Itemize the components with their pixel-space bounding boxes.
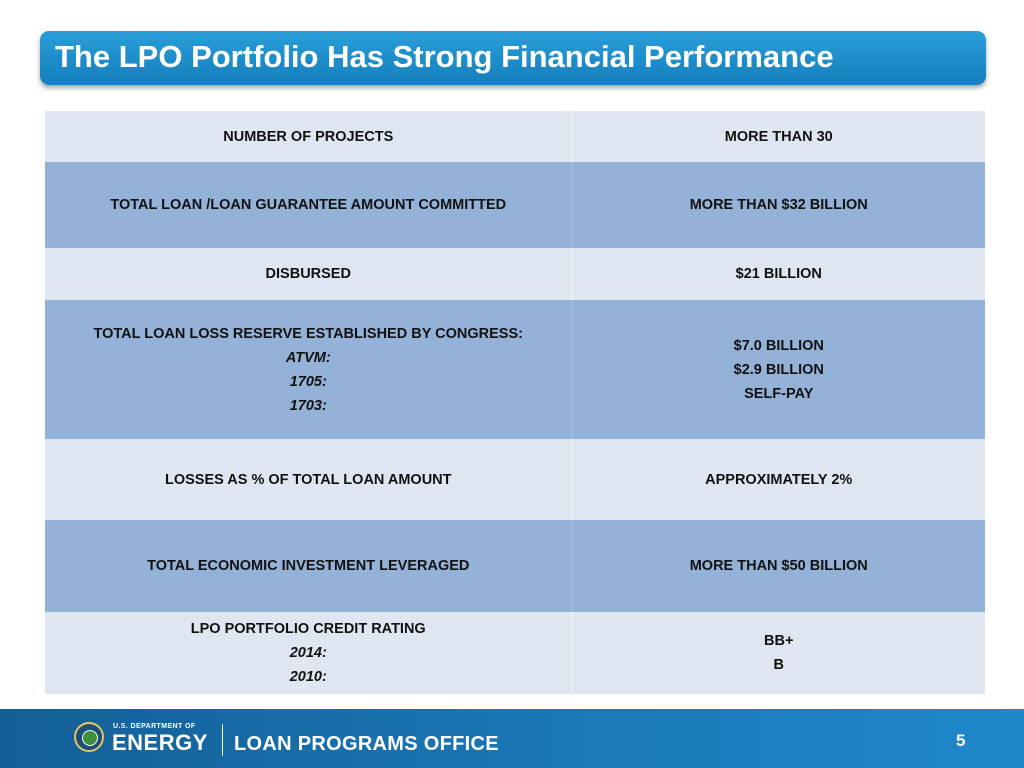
seal-emblem-icon	[82, 730, 98, 746]
row-value: B	[773, 657, 784, 673]
row-label: TOTAL LOAN LOSS RESERVE ESTABLISHED BY C…	[93, 325, 523, 342]
row-label: TOTAL LOAN /LOAN GUARANTEE AMOUNT COMMIT…	[45, 162, 573, 248]
row-value: BB+	[764, 633, 794, 649]
table-row: LPO PORTFOLIO CREDIT RATING 2014: 2010: …	[45, 612, 985, 694]
table-row: LOSSES AS % OF TOTAL LOAN AMOUNT APPROXI…	[45, 439, 985, 520]
row-value: MORE THAN $32 BILLION	[572, 162, 985, 248]
dept-name-small: U.S. DEPARTMENT OF	[113, 723, 196, 730]
row-value: $2.9 BILLION	[733, 361, 824, 378]
row-label-group: TOTAL LOAN LOSS RESERVE ESTABLISHED BY C…	[45, 300, 573, 439]
office-name: LOAN PROGRAMS OFFICE	[234, 733, 499, 755]
table-row: DISBURSED $21 BILLION	[45, 248, 985, 300]
row-label: DISBURSED	[45, 248, 573, 300]
row-value: MORE THAN $50 BILLION	[572, 520, 985, 612]
table-row: TOTAL LOAN /LOAN GUARANTEE AMOUNT COMMIT…	[45, 162, 985, 248]
page-number: 5	[956, 731, 966, 750]
footer-divider	[222, 724, 223, 756]
slide-title: The LPO Portfolio Has Strong Financial P…	[55, 39, 834, 74]
row-sublabel: 2010:	[289, 669, 327, 685]
row-value-group: $7.0 BILLION $2.9 BILLION SELF-PAY	[572, 300, 985, 439]
portfolio-table: NUMBER OF PROJECTS MORE THAN 30 TOTAL LO…	[45, 111, 985, 694]
row-sublabel: ATVM:	[285, 349, 331, 366]
dept-name-energy: ENERGY	[112, 730, 208, 755]
title-bar: The LPO Portfolio Has Strong Financial P…	[40, 31, 986, 85]
row-value: MORE THAN 30	[572, 111, 985, 162]
row-label: NUMBER OF PROJECTS	[45, 111, 573, 162]
row-label: TOTAL ECONOMIC INVESTMENT LEVERAGED	[45, 520, 573, 612]
row-value: $21 BILLION	[572, 248, 985, 300]
row-sublabel: 1705:	[289, 373, 327, 390]
table-row: NUMBER OF PROJECTS MORE THAN 30	[45, 111, 985, 162]
row-value: $7.0 BILLION	[733, 337, 824, 354]
row-sublabel: 1703:	[289, 397, 327, 414]
row-sublabel: 2014:	[289, 645, 327, 661]
footer-bar: U.S. DEPARTMENT OF ENERGY LOAN PROGRAMS …	[0, 709, 1024, 768]
row-value-group: BB+ B	[572, 612, 985, 694]
row-label: LOSSES AS % OF TOTAL LOAN AMOUNT	[45, 439, 573, 520]
row-value: APPROXIMATELY 2%	[572, 439, 985, 520]
row-value: SELF-PAY	[744, 385, 814, 402]
doe-seal-icon	[74, 722, 104, 752]
row-label: LPO PORTFOLIO CREDIT RATING	[190, 621, 426, 637]
table-row: TOTAL ECONOMIC INVESTMENT LEVERAGED MORE…	[45, 520, 985, 612]
table-row: TOTAL LOAN LOSS RESERVE ESTABLISHED BY C…	[45, 300, 985, 439]
row-label-group: LPO PORTFOLIO CREDIT RATING 2014: 2010:	[45, 612, 573, 694]
